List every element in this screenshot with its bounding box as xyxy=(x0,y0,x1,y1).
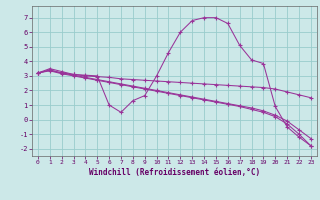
X-axis label: Windchill (Refroidissement éolien,°C): Windchill (Refroidissement éolien,°C) xyxy=(89,168,260,177)
